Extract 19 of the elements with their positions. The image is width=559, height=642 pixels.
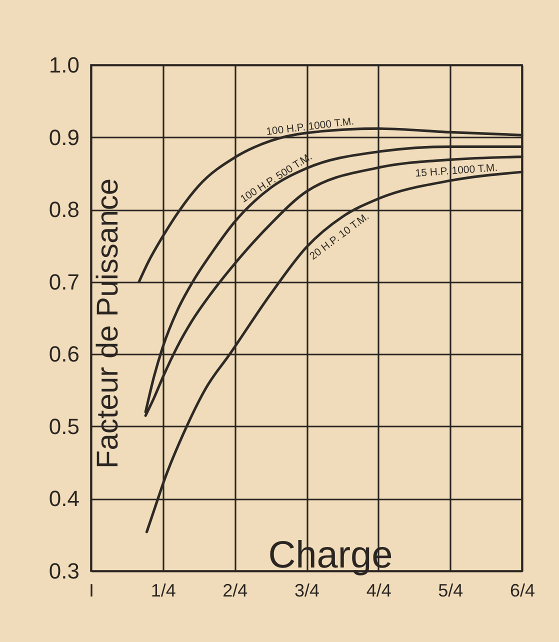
text: 100 H.P. 1000 T.M. [266, 115, 355, 138]
x-tick-label: 5/4 [438, 580, 464, 600]
y-tick-label: 0.8 [48, 197, 80, 222]
x-tick-label: 4/4 [366, 580, 392, 600]
x-tick-label: 2/4 [222, 580, 248, 600]
x-tick-label: 1/4 [150, 580, 176, 600]
x-tick-label: 3/4 [294, 580, 320, 600]
text: 20 H.P. 10 T.M. [307, 210, 372, 262]
y-tick-label: 1.0 [48, 52, 80, 78]
y-tick-label: 0.3 [48, 558, 80, 584]
y-tick-label: 0.6 [48, 342, 80, 367]
x-tick-label: I [88, 580, 94, 600]
series-label: 15 H.P. 1000 T.M. [414, 162, 498, 180]
y-tick-label: 0.5 [48, 414, 80, 439]
y-tick-label: 0.7 [48, 269, 80, 294]
y-tick-label: 0.9 [48, 124, 80, 150]
x-tick-label: 6/4 [510, 580, 536, 600]
y-tick-label: 0.4 [48, 486, 80, 512]
text: 100 H.P. 500 T.M. [238, 150, 314, 206]
